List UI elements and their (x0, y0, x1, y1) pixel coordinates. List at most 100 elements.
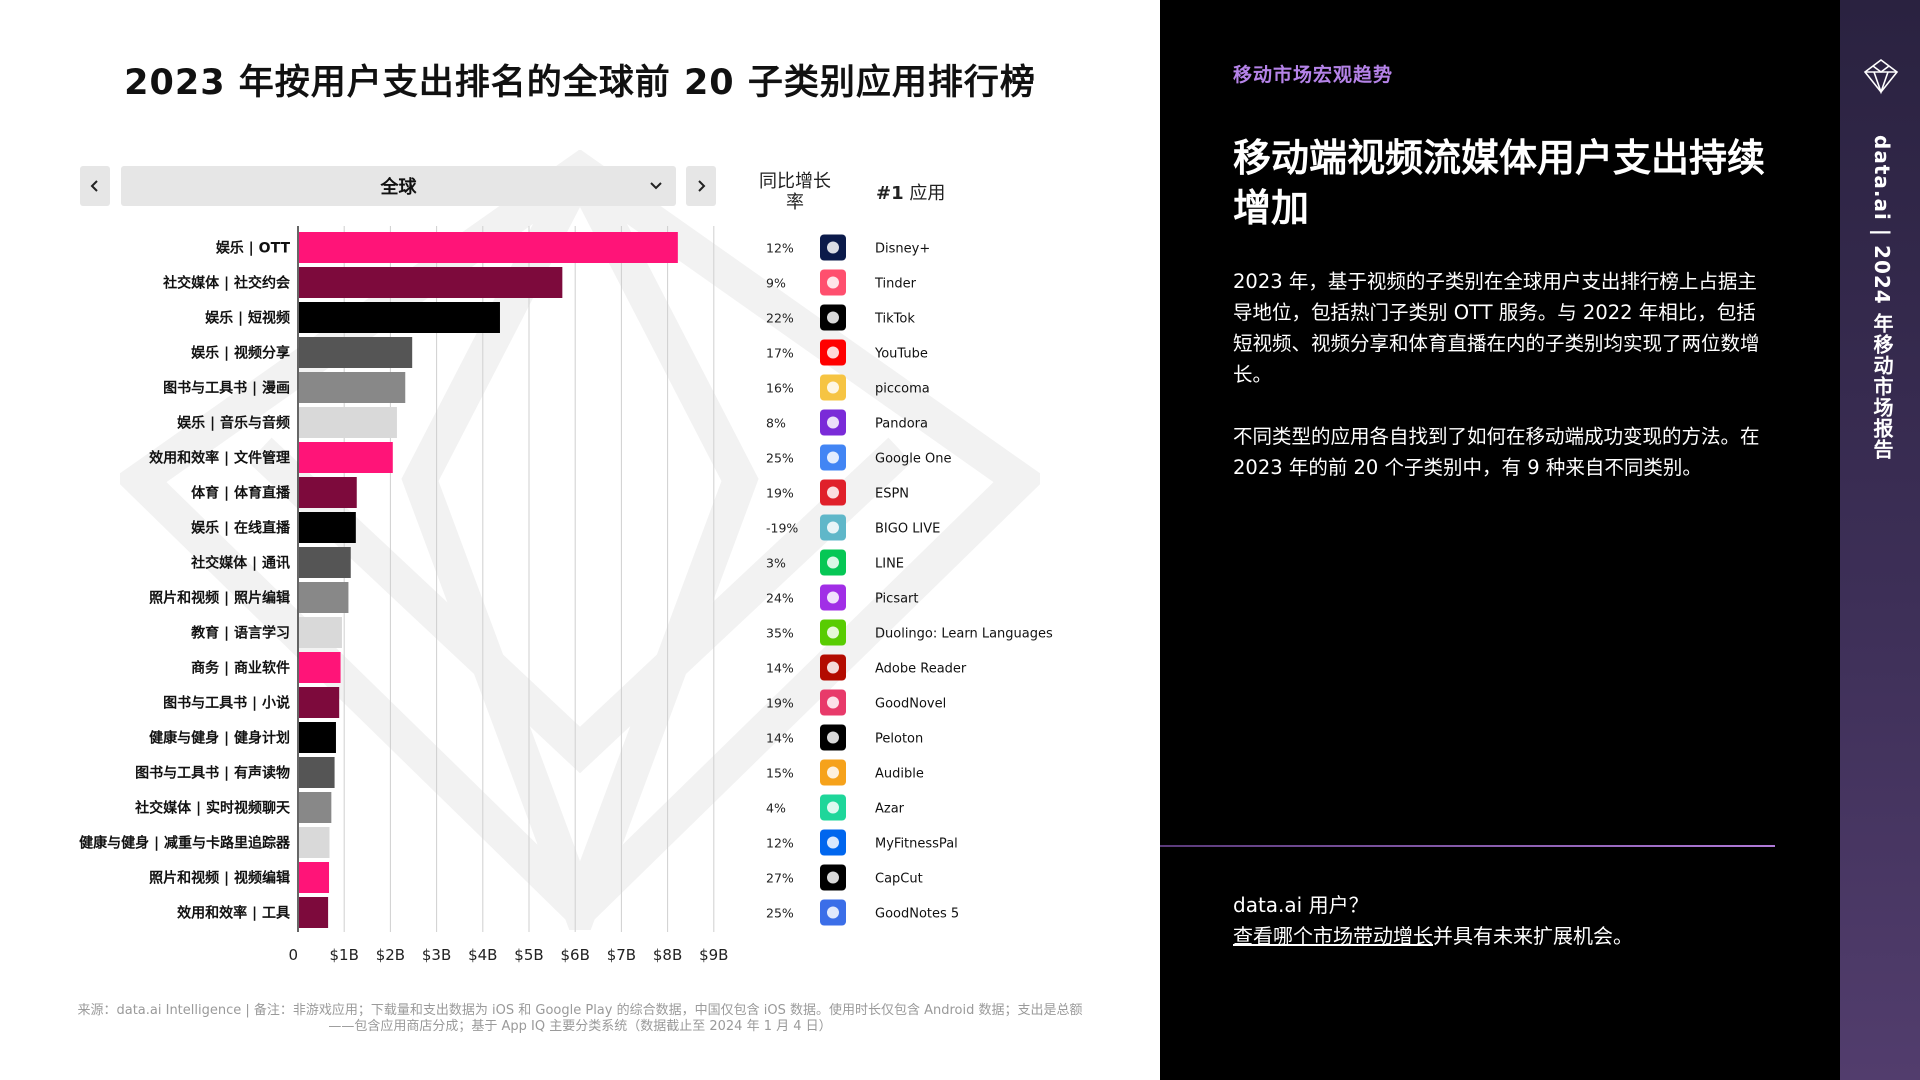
growth-value: 3% (766, 556, 786, 571)
x-tick-label: $1B (330, 946, 359, 964)
bar (299, 862, 330, 893)
bar (299, 512, 356, 543)
growth-value: 35% (766, 626, 794, 641)
growth-value: 19% (766, 486, 794, 501)
app-icon-glyph (827, 521, 839, 534)
top-app-name: MyFitnessPal (875, 837, 958, 852)
app-icon-glyph (827, 696, 839, 709)
category-label: 健康与健身 | 健身计划 (149, 730, 290, 747)
chart-title: 2023 年按用户支出排名的全球前 20 子类别应用排行榜 (124, 63, 1036, 103)
next-button[interactable] (686, 166, 716, 206)
top-app-name: piccoma (875, 382, 930, 397)
growth-value: 12% (766, 241, 794, 256)
app-icon-glyph (827, 731, 839, 744)
x-tick-label: $7B (607, 946, 636, 964)
bar (299, 337, 413, 368)
bar (299, 582, 349, 613)
top-app-column-header: #1 应用 (876, 183, 945, 204)
insight-panel: 移动市场宏观趋势 移动端视频流媒体用户支出持续增加 2023 年，基于视频的子类… (1160, 0, 1840, 1080)
growth-value: 27% (766, 871, 794, 886)
app-icon-glyph (827, 766, 839, 779)
category-label: 商务 | 商业软件 (191, 660, 290, 677)
x-tick-label: $5B (514, 946, 543, 964)
growth-value: -19% (766, 521, 798, 536)
bar (299, 477, 357, 508)
app-icon-glyph (827, 416, 839, 429)
growth-value: 9% (766, 276, 786, 291)
top-app-name: GoodNotes 5 (875, 907, 959, 922)
category-label: 社交媒体 | 实时视频聊天 (134, 800, 291, 817)
top-app-name: LINE (875, 557, 904, 572)
x-tick-label: $6B (561, 946, 590, 964)
body-paragraph-2: 不同类型的应用各自找到了如何在移动端成功变现的方法。在 2023 年的前 20 … (1233, 425, 1760, 479)
cta-line: 查看哪个市场带动增长并具有未来扩展机会。 (1233, 920, 1633, 949)
category-label: 社交媒体 | 社交约会 (162, 275, 291, 292)
growth-column-header: 同比增长率 (759, 171, 831, 213)
top-app-name: Google One (875, 452, 951, 467)
category-label: 健康与健身 | 减重与卡路里追踪器 (79, 835, 291, 852)
footnote-line-1: 来源：data.ai Intelligence | 备注：非游戏应用；下载量和支… (77, 1003, 1083, 1018)
app-icon-glyph (827, 241, 839, 254)
bar (299, 757, 335, 788)
bar (299, 442, 393, 473)
bar (299, 232, 678, 263)
top-app-name: Peloton (875, 732, 923, 747)
app-icon-glyph (827, 626, 839, 639)
cta-question: data.ai 用户？ (1233, 893, 1369, 917)
top-app-name: ESPN (875, 487, 909, 502)
x-tick-label: $8B (653, 946, 682, 964)
body-paragraph-1: 2023 年，基于视频的子类别在全球用户支出排行榜上占据主导地位，包括热门子类别… (1233, 270, 1760, 386)
app-icon-glyph (827, 381, 839, 394)
app-icon-glyph (827, 486, 839, 499)
x-tick-label: $2B (376, 946, 405, 964)
market-growth-link[interactable]: 查看哪个市场带动增长 (1233, 924, 1433, 948)
top-app-name: Pandora (875, 417, 928, 432)
category-label: 娱乐 | 短视频 (205, 310, 290, 327)
category-label: 娱乐 | 音乐与音频 (177, 415, 290, 432)
top-app-header-label: 应用 (903, 183, 946, 204)
growth-value: 19% (766, 696, 794, 711)
top-app-name: Audible (875, 767, 924, 782)
region-dropdown[interactable]: 全球 (121, 166, 676, 206)
growth-value: 4% (766, 801, 786, 816)
growth-value: 25% (766, 451, 794, 466)
category-label: 娱乐 | OTT (216, 240, 291, 257)
app-icon-glyph (827, 346, 839, 359)
growth-value: 15% (766, 766, 794, 781)
bar (299, 302, 500, 333)
x-tick-label: $4B (468, 946, 497, 964)
app-icon-glyph (827, 451, 839, 464)
diamond-watermark (120, 150, 1040, 930)
growth-value: 14% (766, 661, 794, 676)
bar (299, 687, 340, 718)
app-icon-glyph (827, 276, 839, 289)
report-side-band: data.ai | 2024 年移动市场报告 (1840, 0, 1920, 1080)
region-dropdown-value: 全球 (380, 177, 417, 198)
category-label: 教育 | 语言学习 (191, 625, 290, 642)
top-app-name: BIGO LIVE (875, 522, 940, 537)
chevron-right-icon (698, 180, 706, 192)
bar (299, 652, 341, 683)
growth-value: 22% (766, 311, 794, 326)
bar (299, 792, 332, 823)
growth-value: 8% (766, 416, 786, 431)
diamond-logo-icon (1863, 59, 1899, 95)
section-tag: 移动市场宏观趋势 (1233, 64, 1394, 86)
top-app-header-rank: #1 (876, 183, 904, 204)
category-label: 体育 | 体育直播 (191, 485, 291, 502)
top-app-name: YouTube (874, 347, 928, 362)
top-app-name: Duolingo: Learn Languages (875, 627, 1053, 642)
top-app-name: TikTok (874, 312, 915, 327)
category-label: 效用和效率 | 工具 (177, 905, 290, 922)
app-icon-glyph (827, 801, 839, 814)
chart-panel: 2023 年按用户支出排名的全球前 20 子类别应用排行榜 全球 同比增长率 #… (77, 63, 1083, 1034)
report-title-vertical: data.ai | 2024 年移动市场报告 (1870, 135, 1894, 460)
top-app-name: GoodNovel (875, 697, 946, 712)
growth-value: 14% (766, 731, 794, 746)
bar (299, 407, 397, 438)
x-tick-label: $9B (699, 946, 728, 964)
prev-button[interactable] (80, 166, 110, 206)
bar (299, 827, 330, 858)
top-app-name: Azar (875, 802, 905, 817)
chevron-left-icon (90, 180, 98, 192)
